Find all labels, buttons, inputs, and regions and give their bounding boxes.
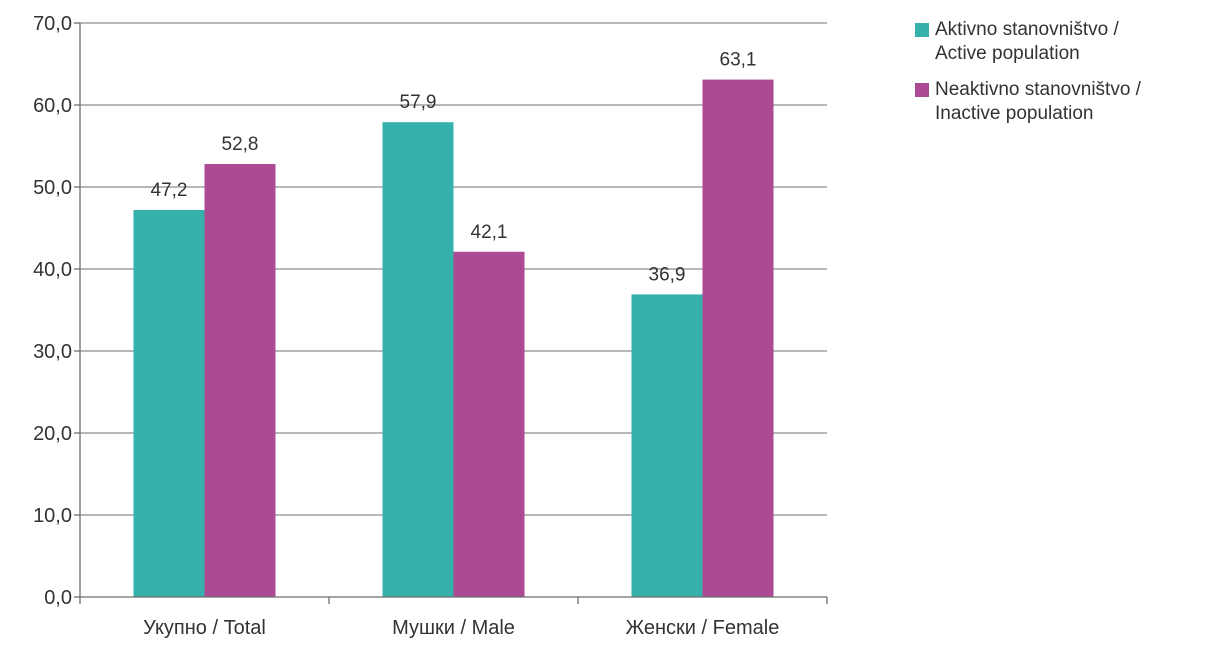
- chart-legend: Aktivno stanovništvo / Active population…: [915, 18, 1200, 138]
- y-tick-label: 0,0: [44, 587, 72, 609]
- y-tick-label: 50,0: [33, 177, 72, 199]
- data-label: 63,1: [720, 50, 757, 71]
- legend-label-inactive: Neaktivno stanovništvo / Inactive popula…: [935, 78, 1141, 126]
- bar: [382, 122, 454, 597]
- legend-label-active: Aktivno stanovništvo / Active population: [935, 18, 1119, 66]
- x-tick-label: Укупно / Total: [143, 617, 266, 639]
- legend-label-active-line-2: Active population: [935, 43, 1080, 64]
- data-label: 47,2: [151, 180, 188, 201]
- y-tick-label: 70,0: [33, 13, 72, 35]
- y-tick-label: 40,0: [33, 259, 72, 281]
- y-tick-label: 10,0: [33, 505, 72, 527]
- data-label: 36,9: [649, 264, 686, 285]
- x-tick-label: Мушки / Male: [392, 617, 515, 639]
- legend-swatch-inactive: [915, 83, 929, 97]
- labels: 0,0 10,0 20,0 30,0 40,0 50,0 60,0 70,0 47,2 52,8 У…: [33, 13, 779, 639]
- y-tick-label: 60,0: [33, 95, 72, 117]
- bar: [631, 294, 703, 597]
- x-tick-label: Женски / Female: [626, 617, 780, 639]
- legend-item-active: Aktivno stanovništvo / Active population: [915, 18, 1200, 66]
- legend-swatch-active: [915, 23, 929, 37]
- bar: [453, 251, 525, 597]
- axes: [74, 22, 828, 604]
- legend-label-inactive-line-1: Neaktivno stanovništvo /: [935, 79, 1141, 100]
- data-label: 42,1: [471, 222, 508, 243]
- legend-label-inactive-line-2: Inactive population: [935, 103, 1094, 124]
- legend-label-active-line-1: Aktivno stanovništvo /: [935, 19, 1119, 40]
- legend-item-inactive: Neaktivno stanovništvo / Inactive popula…: [915, 78, 1200, 126]
- bar: [204, 164, 276, 598]
- bar: [702, 79, 774, 597]
- data-label: 57,9: [400, 92, 437, 113]
- y-tick-label: 20,0: [33, 423, 72, 445]
- y-tick-label: 30,0: [33, 341, 72, 363]
- bars: [133, 79, 774, 598]
- bar: [133, 209, 205, 597]
- data-label: 52,8: [222, 134, 259, 155]
